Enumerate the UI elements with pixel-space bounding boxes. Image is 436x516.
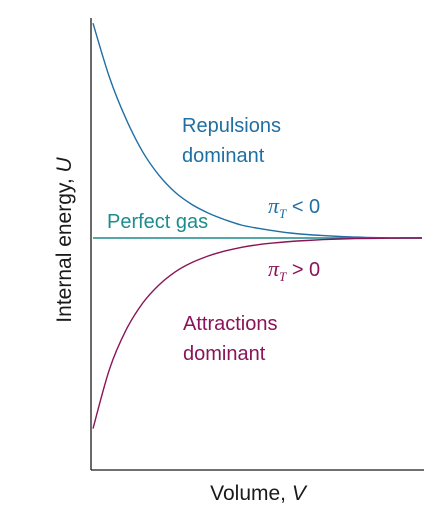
pi-negative-label: πT < 0 [268,193,320,221]
pi-positive-label: πT > 0 [268,256,320,284]
pi-positive-relation: > 0 [286,259,320,281]
pi-subscript: T [279,206,287,221]
attractions-label-line2: dominant [183,343,266,365]
repulsions-label-line1: Repulsions [182,115,281,137]
perfect-gas-label: Perfect gas [107,211,208,233]
pi-negative-relation: < 0 [286,196,320,218]
y-axis-title-text: Internal energy, [53,172,76,322]
y-axis-title: Internal energy, U [53,156,76,322]
attractions-dominant-curve [92,237,422,429]
x-axis-variable: V [292,482,308,505]
pi-symbol: π [268,256,280,281]
repulsions-dominant-curve [92,22,422,239]
repulsions-label-line2: dominant [182,145,265,167]
pi-subscript: T [279,269,287,284]
x-axis-title: Volume, V [210,482,308,505]
x-axis-title-text: Volume, [210,482,292,505]
attractions-label-line1: Attractions [183,313,277,335]
y-axis-variable: U [53,156,76,172]
pi-symbol: π [268,193,280,218]
